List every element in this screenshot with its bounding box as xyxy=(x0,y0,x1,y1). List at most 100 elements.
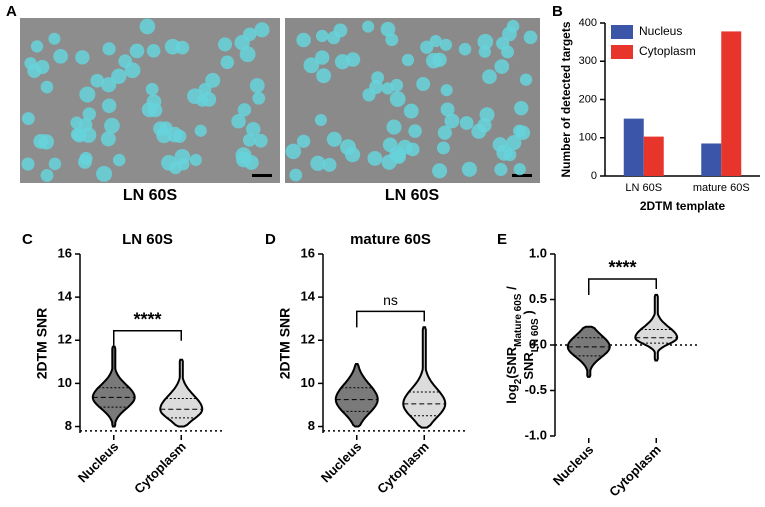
particle xyxy=(440,84,453,97)
y-tick-label: 0 xyxy=(591,170,597,182)
particle xyxy=(48,157,62,171)
particle xyxy=(38,134,55,150)
panel-label: A xyxy=(6,3,17,20)
particle xyxy=(111,68,127,84)
y-tick-label: 8 xyxy=(308,418,315,433)
particle xyxy=(164,38,181,55)
particle xyxy=(367,150,383,166)
micrographs xyxy=(20,18,540,183)
particle xyxy=(420,40,434,54)
particle xyxy=(101,98,117,113)
x-tick-label: Nucleus xyxy=(318,439,364,485)
particle xyxy=(519,73,533,86)
particle xyxy=(217,37,233,52)
violin xyxy=(402,326,447,429)
particle xyxy=(27,63,42,78)
particle xyxy=(231,114,246,129)
particle xyxy=(146,44,161,58)
particle xyxy=(90,73,105,88)
particle xyxy=(315,29,329,43)
y-axis-label-part: 2 xyxy=(513,378,524,384)
particle xyxy=(502,26,517,42)
particle xyxy=(333,23,348,38)
particle xyxy=(429,34,442,48)
particle xyxy=(501,45,515,59)
y-axis-label-part: ) xyxy=(521,310,536,318)
particle xyxy=(459,116,474,130)
y-axis-label-part: / xyxy=(504,286,519,294)
particle xyxy=(513,163,526,176)
particle xyxy=(79,86,96,103)
x-tick-label: Cytoplasm xyxy=(374,439,432,497)
scale-bar xyxy=(512,174,532,177)
particle xyxy=(386,119,402,135)
particle xyxy=(380,21,396,37)
particle xyxy=(482,69,497,85)
particle xyxy=(82,107,96,121)
particle xyxy=(503,148,517,162)
particle xyxy=(345,52,361,67)
particle xyxy=(403,103,419,119)
particle xyxy=(314,50,330,65)
violin xyxy=(91,345,136,428)
particle xyxy=(458,42,472,56)
y-tick-label: 10 xyxy=(58,375,72,390)
particle xyxy=(296,134,311,148)
y-tick-label: 16 xyxy=(301,245,315,260)
particle xyxy=(289,168,303,182)
significance-label: ns xyxy=(383,292,398,308)
y-axis-label-part: Mature 60S xyxy=(513,293,524,347)
particle xyxy=(515,125,531,140)
y-axis-label-part: LN 60S xyxy=(530,318,541,352)
significance-bracket xyxy=(588,278,657,295)
particle xyxy=(78,118,93,132)
particle xyxy=(285,143,302,160)
y-axis-label: log2(SNRMature 60S / xyxy=(504,286,524,404)
particle xyxy=(506,135,522,151)
y-axis-label: 2DTM SNR xyxy=(277,308,293,380)
particle xyxy=(189,153,202,167)
y-tick-label: 200 xyxy=(579,93,597,105)
y-axis-label: Number of detected targets xyxy=(559,21,573,177)
legend-label: Nucleus xyxy=(639,24,682,38)
particle xyxy=(479,107,495,123)
y-tick-label: 8 xyxy=(65,418,72,433)
particle xyxy=(53,48,68,64)
particle xyxy=(362,88,376,102)
y-tick-label: 10 xyxy=(301,375,315,390)
particle xyxy=(440,102,455,117)
panel-label: C xyxy=(22,231,33,248)
particle xyxy=(523,30,538,45)
particle xyxy=(205,72,221,88)
particle xyxy=(129,43,145,59)
legend-swatch xyxy=(611,25,633,39)
particle xyxy=(40,80,54,94)
particle xyxy=(252,91,266,105)
y-axis-label-part: (SNR xyxy=(504,346,519,378)
particle xyxy=(492,137,508,153)
particle xyxy=(220,55,235,70)
particle xyxy=(477,33,494,50)
particle xyxy=(169,161,183,175)
particle xyxy=(196,94,209,107)
particle xyxy=(70,127,85,142)
image-caption: LN 60S xyxy=(123,187,178,204)
particle xyxy=(381,154,397,170)
y-tick-label: -0.5 xyxy=(525,382,547,397)
particle xyxy=(254,133,268,148)
y-tick-label: 400 xyxy=(579,17,597,29)
x-tick-label: mature 60S xyxy=(693,182,750,194)
particle xyxy=(437,125,452,140)
panel-label: B xyxy=(552,3,563,20)
particle xyxy=(244,155,259,170)
particle xyxy=(174,148,191,165)
particle xyxy=(326,131,342,147)
x-tick-label: LN 60S xyxy=(625,182,662,194)
particle xyxy=(296,32,311,48)
y-tick-label: 0.0 xyxy=(529,336,547,351)
y-tick-label: 14 xyxy=(301,289,316,304)
y-tick-label: 100 xyxy=(579,132,597,144)
particle xyxy=(40,168,54,182)
particle xyxy=(239,46,256,63)
particle xyxy=(432,163,448,179)
